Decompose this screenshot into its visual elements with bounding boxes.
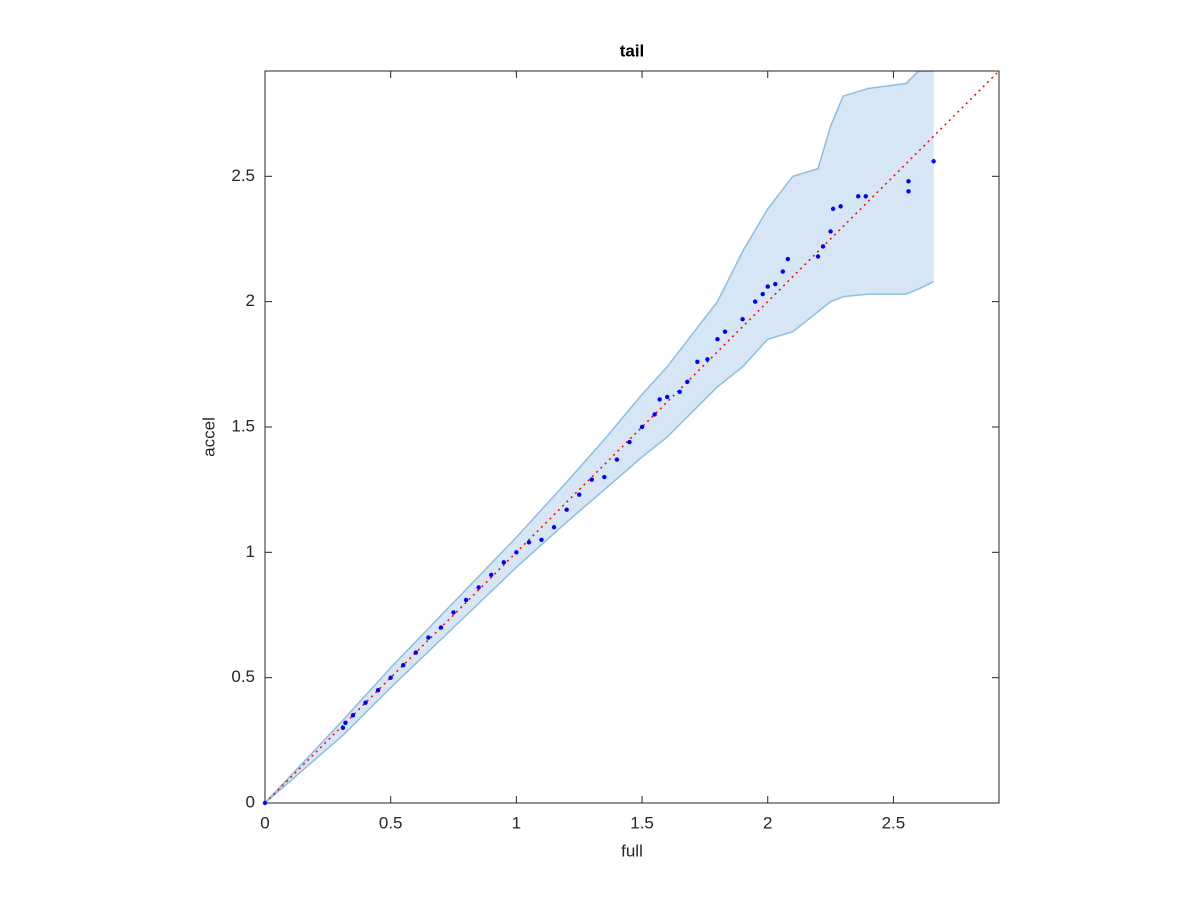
y-tick-label: 0.5 — [231, 667, 255, 686]
y-tick-label: 2.5 — [231, 166, 255, 185]
y-tick-label: 0 — [246, 792, 255, 811]
point — [413, 650, 419, 655]
point — [489, 572, 494, 578]
point — [863, 194, 868, 199]
confidence-band — [265, 71, 934, 803]
point — [765, 284, 770, 289]
point — [652, 412, 657, 417]
axes-box — [264, 70, 1000, 804]
point — [785, 256, 791, 262]
point — [828, 229, 833, 234]
x-tick-label: 2 — [763, 813, 772, 832]
point — [551, 525, 557, 530]
point — [602, 474, 607, 480]
point — [438, 625, 444, 630]
point — [695, 359, 700, 364]
point — [820, 244, 826, 249]
band-upper-edge — [265, 71, 934, 803]
point — [451, 610, 456, 615]
point — [514, 550, 519, 555]
y-axis-label: accel — [199, 417, 218, 457]
point — [589, 477, 594, 482]
point — [830, 206, 836, 212]
y-tick-label: 2 — [246, 291, 255, 310]
point — [664, 394, 670, 400]
point — [639, 424, 645, 430]
point — [539, 537, 544, 542]
point — [740, 316, 745, 322]
point — [463, 597, 469, 603]
point — [526, 540, 532, 545]
chart-title: tail — [620, 41, 645, 60]
point — [476, 585, 481, 590]
point — [343, 720, 348, 725]
point — [401, 662, 406, 668]
point — [350, 713, 356, 718]
point — [685, 379, 690, 385]
point — [722, 329, 728, 334]
point — [780, 269, 786, 274]
point — [906, 189, 911, 194]
point — [627, 439, 632, 445]
point — [375, 687, 381, 693]
band-lower-edge — [265, 280, 934, 803]
x-axis-label: full — [621, 841, 643, 860]
x-tick-label: 0.5 — [379, 813, 403, 832]
x-tick-label: 1.5 — [630, 813, 654, 832]
point — [760, 291, 765, 297]
point — [931, 159, 936, 164]
point — [715, 337, 720, 342]
x-tick-label: 0 — [260, 813, 269, 832]
point — [677, 389, 682, 395]
point — [856, 194, 861, 199]
point — [388, 675, 393, 680]
x-tick-label: 1 — [512, 813, 521, 832]
point — [564, 507, 569, 512]
point — [815, 254, 821, 259]
y-tick-label: 1.5 — [231, 416, 255, 435]
point — [262, 800, 268, 806]
point — [906, 179, 911, 184]
point — [340, 725, 346, 730]
point — [426, 635, 431, 640]
point — [614, 457, 620, 462]
x-tick-label: 2.5 — [882, 813, 906, 832]
point — [363, 700, 368, 705]
y-tick-label: 1 — [246, 542, 255, 561]
point — [657, 397, 662, 402]
point — [577, 492, 582, 497]
point — [752, 299, 758, 304]
point — [838, 204, 843, 209]
point — [501, 560, 507, 565]
point — [705, 357, 710, 362]
point — [773, 281, 778, 287]
